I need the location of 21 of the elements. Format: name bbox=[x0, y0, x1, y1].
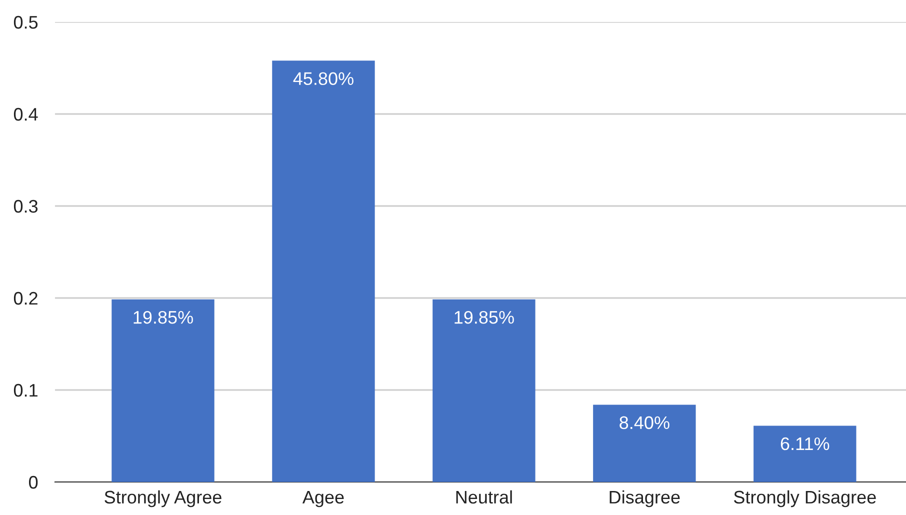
y-tick-label: 0 bbox=[29, 476, 38, 489]
x-tick-label: Strongly Disagree bbox=[734, 490, 876, 508]
data-label: 19.85% bbox=[134, 310, 193, 324]
y-tick-label: 0.4 bbox=[14, 108, 38, 121]
x-tick-label: Disagree bbox=[610, 490, 680, 508]
x-tick-label: Neutral bbox=[456, 490, 512, 504]
data-label: 45.80% bbox=[293, 72, 354, 86]
y-tick-label: 0.5 bbox=[14, 16, 38, 29]
data-label: 8.40% bbox=[620, 416, 670, 430]
bar bbox=[112, 299, 214, 482]
data-label: 6.11% bbox=[780, 437, 830, 450]
y-tick-label: 0.2 bbox=[14, 292, 38, 305]
y-tick-label: 0.1 bbox=[14, 384, 38, 397]
bar bbox=[272, 60, 375, 482]
y-tick-label: 0.3 bbox=[14, 200, 38, 213]
bar bbox=[593, 404, 696, 482]
x-tick-label: Agee bbox=[302, 490, 344, 508]
data-label: 19.85% bbox=[454, 310, 514, 324]
x-tick-label: Strongly Agree bbox=[104, 490, 222, 508]
bar bbox=[432, 299, 536, 482]
bar bbox=[754, 426, 856, 482]
